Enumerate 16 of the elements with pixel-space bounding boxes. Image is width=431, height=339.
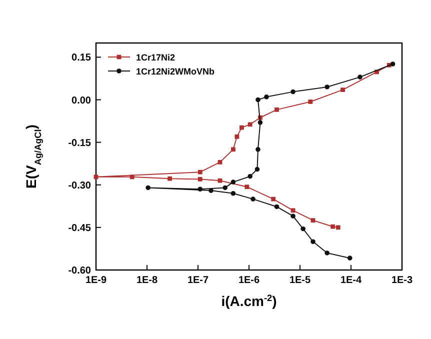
legend-label: 1Cr12Ni2WMoVNb: [136, 66, 216, 76]
y-tick-label: -0.30: [68, 180, 92, 192]
x-tick-label: 1E-9: [85, 275, 107, 286]
y-tick-label: -0.15: [68, 138, 92, 149]
y-tick-label: -0.45: [68, 222, 92, 234]
x-tick-label: 1E-4: [340, 275, 362, 286]
x-tick-label: 1E-5: [289, 275, 311, 286]
y-tick-label: 0.00: [72, 95, 92, 106]
x-tick-label: 1E-6: [238, 275, 260, 286]
x-tick-label: 1E-7: [187, 275, 209, 286]
x-axis-title: i(A.cm$^{-2}$): [221, 293, 277, 309]
y-tick-label: 0.15: [72, 52, 92, 64]
x-tick-label: 1E-8: [136, 275, 158, 286]
legend-label: 1Cr17Ni2: [136, 52, 176, 62]
x-tick-label: 1E-3: [391, 275, 413, 286]
y-tick-label: -0.60: [68, 266, 92, 276]
